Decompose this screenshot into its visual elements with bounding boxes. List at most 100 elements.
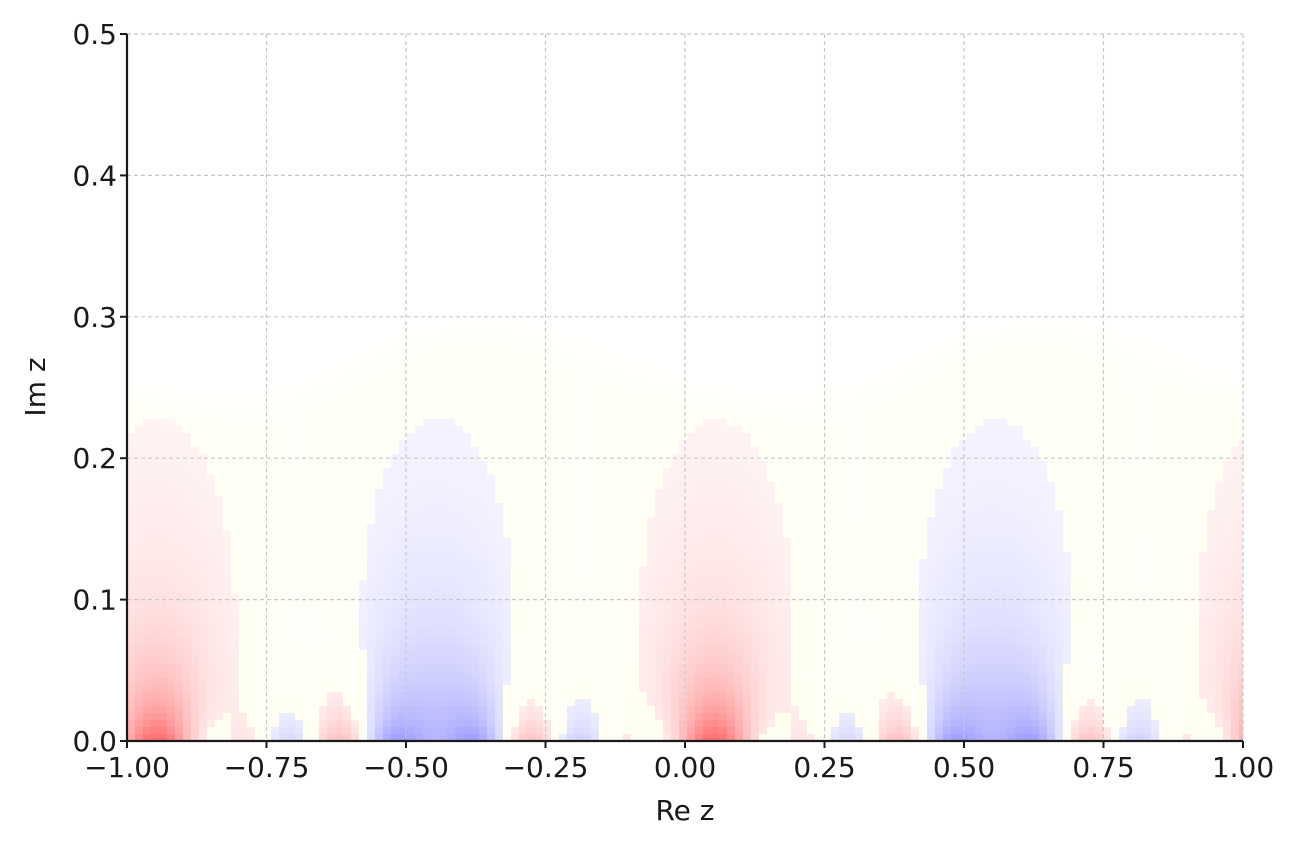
- heatmap-cell: [311, 573, 320, 581]
- heatmap-cell: [359, 412, 368, 420]
- heatmap-cell: [359, 482, 368, 490]
- heatmap-cell: [287, 594, 296, 602]
- heatmap-cell: [831, 601, 840, 609]
- heatmap-cell: [159, 650, 168, 658]
- heatmap-cell: [487, 503, 496, 511]
- heatmap-cell: [519, 580, 528, 588]
- heatmap-cell: [503, 671, 512, 679]
- heatmap-cell: [327, 405, 336, 413]
- heatmap-cell: [751, 706, 760, 714]
- heatmap-cell: [263, 482, 272, 490]
- heatmap-cell: [279, 517, 288, 525]
- heatmap-cell: [559, 496, 568, 504]
- heatmap-cell: [367, 566, 376, 574]
- heatmap-cell: [503, 692, 512, 700]
- heatmap-cell: [471, 517, 480, 525]
- heatmap-cell: [543, 552, 552, 560]
- heatmap-cell: [463, 349, 472, 357]
- heatmap-cell: [255, 412, 264, 420]
- heatmap-cell: [703, 566, 712, 574]
- heatmap-cell: [167, 594, 176, 602]
- heatmap-cell: [791, 727, 800, 735]
- heatmap-cell: [783, 384, 792, 392]
- heatmap-cell: [279, 594, 288, 602]
- heatmap-cell: [703, 720, 712, 728]
- heatmap-cell: [415, 391, 424, 399]
- heatmap-cell: [703, 643, 712, 651]
- heatmap-cell: [751, 538, 760, 546]
- heatmap-cell: [655, 559, 664, 567]
- heatmap-cell: [743, 391, 752, 399]
- heatmap-cell: [775, 608, 784, 616]
- heatmap-cell: [487, 650, 496, 658]
- heatmap-cell: [175, 440, 184, 448]
- heatmap-cell: [527, 559, 536, 567]
- heatmap-cell: [831, 559, 840, 567]
- heatmap-cell: [407, 643, 416, 651]
- heatmap-cell: [215, 685, 224, 693]
- heatmap-cell: [543, 545, 552, 553]
- heatmap-cell: [583, 685, 592, 693]
- heatmap-cell: [535, 342, 544, 350]
- heatmap-cell: [743, 699, 752, 707]
- heatmap-cell: [503, 517, 512, 525]
- heatmap-cell: [735, 650, 744, 658]
- heatmap-cell: [351, 454, 360, 462]
- heatmap-cell: [399, 566, 408, 574]
- heatmap-cell: [711, 671, 720, 679]
- heatmap-cell: [783, 545, 792, 553]
- heatmap-cell: [543, 363, 552, 371]
- heatmap-cell: [535, 468, 544, 476]
- heatmap-cell: [719, 524, 728, 532]
- heatmap-cell: [695, 601, 704, 609]
- heatmap-cell: [719, 594, 728, 602]
- heatmap-cell: [191, 594, 200, 602]
- heatmap-cell: [679, 622, 688, 630]
- heatmap-cell: [735, 517, 744, 525]
- heatmap-cell: [623, 391, 632, 399]
- heatmap-cell: [127, 370, 136, 378]
- heatmap-cell: [719, 692, 728, 700]
- heatmap-cell: [327, 440, 336, 448]
- heatmap-cell: [207, 566, 216, 574]
- heatmap-cell: [591, 419, 600, 427]
- heatmap-cell: [615, 461, 624, 469]
- heatmap-cell: [415, 552, 424, 560]
- heatmap-cell: [215, 706, 224, 714]
- heatmap-cell: [303, 461, 312, 469]
- heatmap-cell: [407, 475, 416, 483]
- heatmap-cell: [703, 622, 712, 630]
- heatmap-cell: [527, 664, 536, 672]
- heatmap-cell: [279, 580, 288, 588]
- heatmap-cell: [479, 629, 488, 637]
- heatmap-cell: [367, 713, 376, 721]
- heatmap-cell: [351, 664, 360, 672]
- heatmap-cell: [367, 699, 376, 707]
- heatmap-cell: [703, 678, 712, 686]
- heatmap-cell: [343, 573, 352, 581]
- heatmap-cell: [447, 489, 456, 497]
- heatmap-cell: [559, 720, 568, 728]
- heatmap-cell: [151, 398, 160, 406]
- heatmap-cell: [207, 720, 216, 728]
- heatmap-cell: [351, 447, 360, 455]
- heatmap-cell: [399, 615, 408, 623]
- heatmap-cell: [575, 412, 584, 420]
- heatmap-cell: [583, 657, 592, 665]
- heatmap-cell: [359, 713, 368, 721]
- heatmap-cell: [415, 468, 424, 476]
- heatmap-cell: [671, 426, 680, 434]
- heatmap-cell: [215, 447, 224, 455]
- heatmap-cell: [711, 657, 720, 665]
- heatmap-cell: [375, 482, 384, 490]
- heatmap-cell: [583, 377, 592, 385]
- heatmap-cell: [615, 531, 624, 539]
- heatmap-cell: [655, 671, 664, 679]
- heatmap-cell: [271, 475, 280, 483]
- heatmap-cell: [647, 573, 656, 581]
- heatmap-cell: [431, 580, 440, 588]
- heatmap-cell: [471, 524, 480, 532]
- heatmap-cell: [175, 405, 184, 413]
- heatmap-cell: [191, 643, 200, 651]
- heatmap-cell: [151, 594, 160, 602]
